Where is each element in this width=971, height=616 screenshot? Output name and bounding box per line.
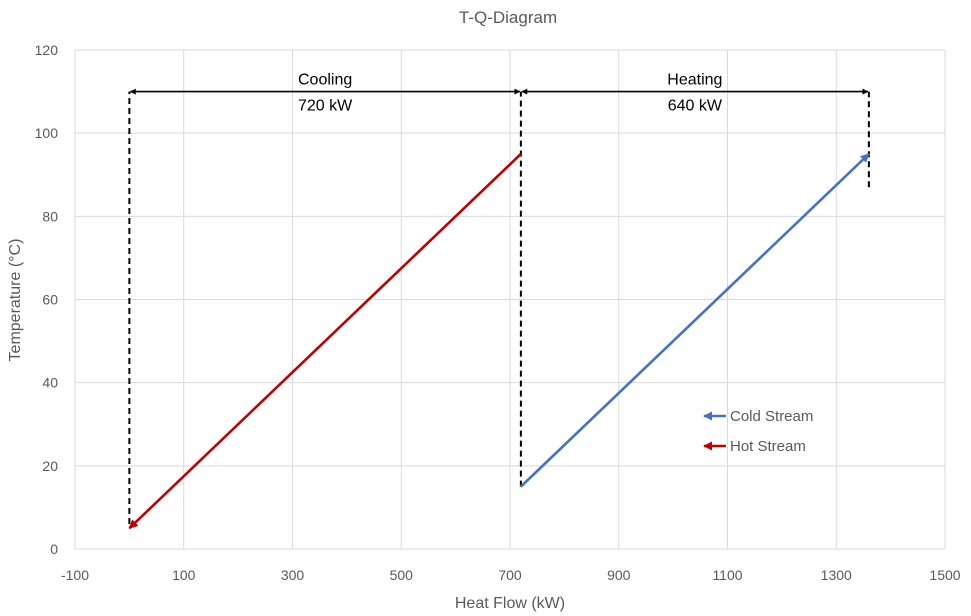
legend-label-hot-stream: Hot Stream: [730, 438, 806, 455]
x-tick-label: 100: [172, 567, 196, 583]
chart-title: T-Q-Diagram: [459, 8, 557, 27]
annotation-label: Cooling: [298, 72, 352, 89]
grid: [74, 49, 946, 550]
series-line-hot-stream: [128, 153, 522, 530]
y-tick-label: 120: [35, 42, 59, 58]
x-tick-label: 1300: [821, 567, 852, 583]
y-tick-label: 20: [42, 458, 58, 474]
x-tick-label: 900: [607, 567, 631, 583]
annotation-value: 640 kW: [668, 98, 723, 115]
y-tick-label: 0: [50, 541, 58, 557]
y-tick-label: 100: [35, 125, 59, 141]
y-tick-label: 40: [42, 375, 58, 391]
x-tick-label: 1100: [712, 567, 742, 583]
x-tick-label: 1500: [929, 567, 960, 583]
x-tick-label: -100: [61, 567, 89, 583]
legend: Cold Stream Hot Stream: [703, 408, 813, 455]
annotation-label: Heating: [667, 72, 722, 89]
x-axis-title: Heat Flow (kW): [455, 595, 565, 612]
legend-label-cold-stream: Cold Stream: [730, 408, 813, 425]
annotation-value: 720 kW: [298, 98, 353, 115]
guide-lines: [128, 91, 870, 525]
tick-labels: -100 100 300 500 700 900 1100 1300 1500 0 20 40 60 80…: [35, 42, 961, 583]
x-tick-label: 300: [281, 567, 305, 583]
series: [128, 153, 870, 530]
y-axis-title: Temperature (°C): [7, 239, 24, 362]
y-tick-label: 80: [42, 208, 58, 224]
annotations: Cooling 720 kW Heating 640 kW: [129, 72, 869, 115]
x-tick-label: 500: [390, 567, 414, 583]
y-tick-label: 60: [42, 292, 58, 308]
series-line-cold-stream: [519, 153, 870, 488]
x-tick-label: 700: [498, 567, 522, 583]
